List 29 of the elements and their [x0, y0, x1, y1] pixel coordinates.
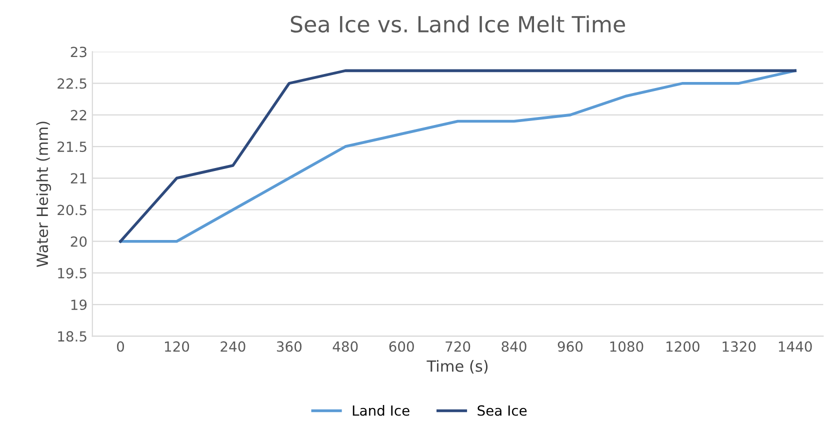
- x-axis-title: Time (s): [426, 360, 488, 374]
- y-tick-label: 19.5: [58, 268, 86, 278]
- y-tick-label: 20.5: [58, 204, 86, 216]
- x-tick-label: 0: [117, 341, 124, 352]
- x-tick-label: 1440: [778, 341, 812, 352]
- x-tick-label: 1320: [722, 341, 756, 352]
- x-tick-label: 600: [389, 341, 414, 352]
- x-tick-label: 1200: [666, 341, 700, 352]
- y-tick-label: 22: [70, 110, 86, 120]
- y-tick-label: 21.5: [58, 142, 86, 152]
- y-tick-label: 19: [71, 300, 87, 310]
- x-tick-label: 840: [502, 341, 526, 352]
- x-tick-label: 360: [276, 341, 302, 352]
- y-tick-label: 22.5: [58, 78, 86, 89]
- x-tick-label: 1080: [610, 341, 644, 352]
- chart-title: Sea Ice vs. Land Ice Melt Time: [290, 15, 625, 33]
- line-series: [119, 69, 796, 243]
- x-tick-label: 480: [332, 341, 358, 352]
- y-tick-label: 20: [70, 236, 87, 247]
- y-tick-label: 21: [70, 173, 86, 184]
- legend-label: Land Ice: [352, 405, 410, 416]
- x-tick-label: 960: [558, 341, 583, 352]
- x-tick-label: 720: [446, 341, 470, 352]
- y-axis-title: Water Height (mm): [36, 122, 52, 267]
- y-tick-label: 23: [70, 46, 86, 58]
- x-tick-label: 240: [220, 341, 246, 352]
- y-tick-label: 18.5: [58, 331, 86, 342]
- legend-label: Sea Ice: [478, 405, 527, 416]
- x-tick-label: 120: [164, 341, 190, 352]
